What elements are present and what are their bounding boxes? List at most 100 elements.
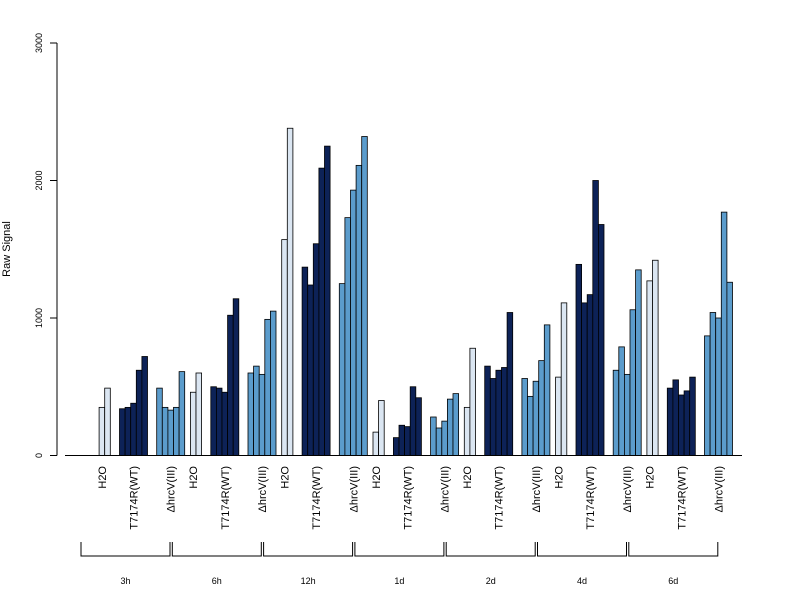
group-label: 12h (301, 576, 316, 586)
bar (307, 284, 314, 456)
group-label: 2d (486, 576, 496, 586)
bar (629, 309, 636, 456)
bar (489, 378, 497, 456)
bar (543, 324, 551, 456)
x-tick-label: T7174R(WT) (129, 466, 141, 530)
bar (227, 314, 234, 456)
bar (350, 189, 357, 456)
bar (130, 402, 137, 456)
bar (409, 386, 417, 456)
bar (538, 360, 545, 456)
y-tick-label: 1000 (34, 308, 44, 328)
bar (232, 298, 240, 456)
bar (666, 387, 674, 456)
bar (189, 391, 197, 456)
bar (135, 369, 143, 456)
bar (301, 266, 309, 456)
x-tick-label: ΔhrcV(III) (166, 466, 178, 512)
x-tick-label: ΔhrcV(III) (622, 466, 634, 512)
bar (435, 427, 443, 456)
bar (618, 346, 625, 456)
bar (156, 387, 163, 456)
bar (689, 376, 696, 456)
bar (704, 335, 711, 456)
bar (318, 167, 325, 456)
bar (624, 373, 631, 456)
bar (592, 180, 599, 456)
x-tick-label: T7174R(WT) (494, 466, 506, 530)
bar (560, 302, 568, 456)
group-bracket (80, 542, 171, 557)
bar (709, 312, 717, 456)
bar (247, 372, 254, 456)
x-tick-label: T7174R(WT) (676, 466, 688, 530)
bar (361, 136, 368, 456)
bar (672, 379, 679, 456)
bar (678, 394, 685, 456)
bar (98, 406, 106, 456)
bar (452, 393, 459, 456)
bar (469, 347, 476, 456)
group-label: 6d (668, 576, 678, 586)
x-tick-label: ΔhrcV(III) (714, 466, 726, 512)
bar (215, 387, 223, 456)
x-tick-label: ΔhrcV(III) (348, 466, 360, 512)
x-tick-label: T7174R(WT) (402, 466, 414, 530)
x-tick-label: ΔhrcV(III) (531, 466, 543, 512)
x-tick-labels: H2O T7174R(WT) ΔhrcV(III) H2O T7174R(WT) Δhrc… (97, 466, 726, 530)
bar (269, 310, 277, 456)
bar (221, 391, 228, 456)
bar (715, 317, 722, 456)
bar (286, 127, 294, 456)
x-tick-label: T7174R(WT) (585, 466, 597, 530)
x-tick-label: ΔhrcV(III) (257, 466, 269, 512)
bar (446, 398, 454, 456)
time-group-brackets: 3h 6h 12h 1d 2d 4d 6d (80, 542, 719, 586)
bar (141, 356, 148, 456)
bar (119, 408, 126, 456)
bar (264, 318, 271, 456)
x-tick-label: T7174R(WT) (311, 466, 323, 530)
bars (98, 127, 733, 456)
y-tick-label: 3000 (34, 33, 44, 53)
bar (575, 263, 582, 456)
group-bracket (537, 542, 627, 557)
bar (344, 217, 351, 456)
group-bracket (263, 542, 354, 557)
bar (646, 280, 653, 456)
x-tick-label: H2O (645, 466, 657, 489)
bar (392, 437, 400, 456)
y-axis-label: Raw Signal (1, 221, 13, 277)
bar (312, 243, 320, 456)
x-tick-label: H2O (188, 466, 200, 489)
bar (612, 369, 620, 456)
bar (161, 406, 169, 456)
bar (495, 369, 502, 456)
bar (210, 386, 217, 456)
group-bracket (445, 542, 536, 557)
bar (555, 376, 562, 456)
bar (124, 406, 132, 456)
bar (404, 426, 411, 456)
x-tick-label: T7174R(WT) (220, 466, 232, 530)
bar (527, 395, 534, 456)
bar (581, 302, 588, 456)
x-tick-label: H2O (97, 466, 109, 489)
bar (506, 312, 514, 456)
group-label: 4d (577, 576, 587, 586)
bar (463, 406, 471, 456)
bar (532, 380, 540, 456)
bar (355, 164, 363, 456)
bar (398, 424, 405, 456)
bar (253, 365, 260, 456)
bar (441, 420, 448, 456)
bar (324, 145, 331, 456)
y-axis: 0 1000 2000 3000 (34, 33, 58, 458)
bar (720, 211, 728, 456)
x-tick-label: H2O (462, 466, 474, 489)
bar (258, 373, 266, 456)
bar (652, 259, 659, 456)
group-bracket (354, 542, 445, 557)
group-label: 6h (212, 576, 222, 586)
